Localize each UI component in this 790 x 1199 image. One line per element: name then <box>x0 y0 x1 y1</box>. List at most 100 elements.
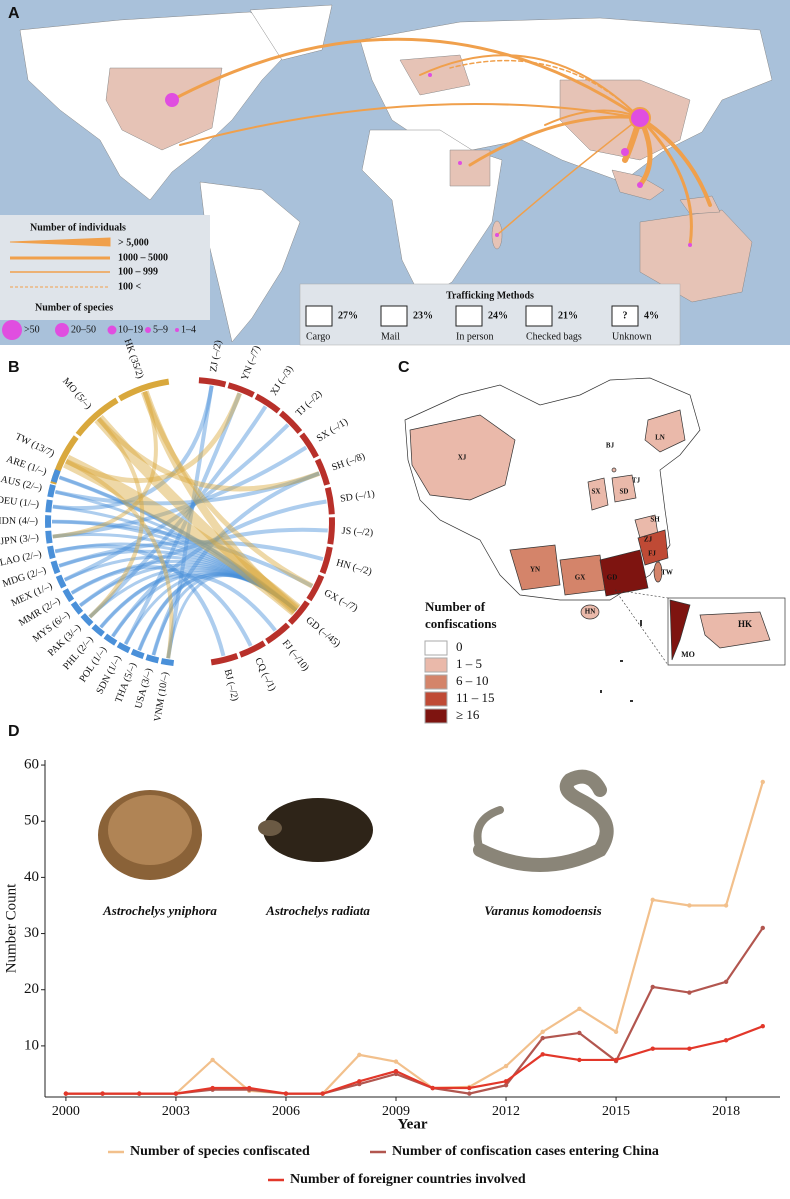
chord-arc <box>287 600 310 625</box>
data-point <box>687 903 692 908</box>
method-share: 27% <box>338 310 358 321</box>
data-point <box>357 1052 362 1058</box>
y-tick-label: 40 <box>24 869 39 885</box>
chord <box>52 505 298 612</box>
chord-arc <box>227 382 255 398</box>
legend-title: Number of <box>425 599 486 614</box>
method-share: 21% <box>558 310 578 321</box>
chord <box>111 499 327 638</box>
legend-label: 10–19 <box>118 324 143 335</box>
legend-swatch <box>424 657 448 673</box>
data-point <box>723 979 729 985</box>
chord <box>78 527 328 608</box>
chord-label: VNM (10/–) <box>152 671 171 722</box>
x-tick-label: 2018 <box>712 1104 740 1119</box>
species-caption: Astrochelys yniphora <box>102 903 217 918</box>
chord-arc <box>103 633 118 646</box>
province-label: TJ <box>632 477 641 485</box>
series-line <box>65 927 764 1095</box>
legend-label: 100 < <box>118 281 142 292</box>
chord-arc <box>319 546 333 575</box>
y-axis-label: Number Count <box>3 883 19 973</box>
province-label: HN <box>585 608 596 616</box>
chord <box>88 566 298 619</box>
chord <box>137 572 298 651</box>
china-map <box>404 377 786 702</box>
chord-label: XJ (–/3) <box>268 364 295 398</box>
legend-label: 0 <box>456 639 463 654</box>
chord-arc <box>91 623 105 637</box>
data-point <box>723 903 729 908</box>
data-point <box>760 1024 765 1029</box>
species-illustrations <box>98 769 614 880</box>
legend-label: > 5,000 <box>118 237 149 248</box>
chord <box>63 423 290 582</box>
method-share: 4% <box>644 310 659 321</box>
chord-arc <box>70 601 84 615</box>
data-point <box>320 1091 325 1096</box>
chord-arc <box>50 469 61 483</box>
chord-arc <box>278 410 303 434</box>
data-point <box>283 1091 289 1096</box>
method-label: In person <box>456 331 494 342</box>
x-axis-label: Year <box>398 1116 428 1132</box>
method-share: 23% <box>413 310 433 321</box>
x-tick-label: 2003 <box>162 1104 190 1119</box>
chord <box>54 471 320 506</box>
chord-arc <box>47 484 56 498</box>
chord <box>151 471 320 656</box>
chord-arc <box>265 622 291 644</box>
method-label: Mail <box>381 331 400 342</box>
method-label: Unknown <box>612 331 651 342</box>
chord-arc <box>75 397 119 437</box>
province-label: ZJ <box>644 536 653 544</box>
data-point <box>760 925 765 931</box>
chord-arc <box>210 653 239 666</box>
chord <box>63 454 301 616</box>
province-label: SD <box>620 488 629 496</box>
chord-arc <box>327 517 335 545</box>
data-point <box>393 1068 399 1074</box>
chord-label: ZJ (–/2) <box>208 339 224 372</box>
province-label: YN <box>530 566 540 574</box>
chord <box>65 392 243 484</box>
methods-title: Trafficking Methods <box>446 290 534 301</box>
species-caption: Varanus komodoensis <box>484 903 601 918</box>
legend-label: Number of confiscation cases entering Ch… <box>392 1144 659 1159</box>
panel-label: B <box>8 359 20 376</box>
chord <box>52 385 214 511</box>
chord-label: GX (–/7) <box>322 588 359 615</box>
chord-label: MO (5/–) <box>60 376 93 412</box>
legend-title: Number of species <box>35 302 113 313</box>
chord <box>54 544 226 657</box>
legend-title: Number of individuals <box>30 222 126 233</box>
chord-arc <box>239 640 266 658</box>
chord-arc <box>47 545 56 560</box>
chord <box>58 540 324 568</box>
method-label: Checked bags <box>526 331 582 342</box>
chord-arc <box>50 560 61 575</box>
province-label: SH <box>650 516 660 524</box>
chord-label: GD (–/45) <box>303 615 342 650</box>
chord-arc <box>116 641 131 654</box>
chord <box>52 445 308 539</box>
inset-label: MO <box>681 650 695 659</box>
legend-label: Number of species confiscated <box>130 1144 310 1159</box>
chord <box>152 573 298 656</box>
chord-label: SH (–/8) <box>330 451 366 474</box>
chord-arc <box>80 613 94 627</box>
chord <box>99 573 277 632</box>
chord <box>140 390 299 614</box>
chord <box>51 520 298 612</box>
chord-label: SX (–/1) <box>315 416 350 444</box>
chord-label: YN (–/7) <box>239 344 262 382</box>
chord-arc <box>45 499 53 513</box>
chord-arc <box>314 458 330 486</box>
data-point <box>467 1085 472 1091</box>
legend-label: ≥ 16 <box>456 707 480 722</box>
legend-swatch <box>424 691 448 707</box>
data-point <box>723 1038 729 1043</box>
panel-label: C <box>398 359 410 376</box>
chord <box>124 571 298 645</box>
